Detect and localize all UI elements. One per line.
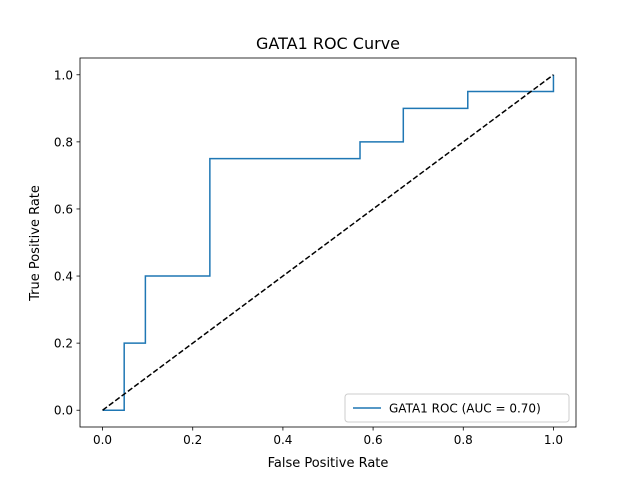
- x-axis: 0.0 0.2 0.4 0.6 0.8 1.0: [93, 427, 563, 447]
- x-tick-label: 1.0: [544, 433, 563, 447]
- y-tick-label: 0.8: [54, 135, 73, 149]
- legend-box: [344, 393, 570, 423]
- x-tick-label: 0.8: [454, 433, 473, 447]
- roc-curve-line: [102, 74, 555, 411]
- chart-title: GATA1 ROC Curve: [256, 34, 400, 53]
- x-axis-label: False Positive Rate: [268, 456, 389, 471]
- legend-label: GATA1 ROC (AUC = 0.70): [389, 402, 541, 416]
- x-tick-label: 0.2: [183, 433, 202, 447]
- chance-diagonal-line: [102, 74, 554, 411]
- y-axis: 0.0 0.2 0.4 0.6 0.8 1.0: [54, 68, 80, 418]
- plot-area: [79, 57, 577, 428]
- x-tick-label: 0.6: [364, 433, 383, 447]
- x-tick-label: 0.4: [273, 433, 292, 447]
- y-tick-label: 0.2: [54, 337, 73, 351]
- y-axis-label: True Positive Rate: [28, 185, 43, 302]
- y-tick-label: 0.0: [54, 404, 73, 418]
- axes-frame: [79, 57, 577, 428]
- y-tick-label: 0.6: [54, 202, 73, 216]
- legend: GATA1 ROC (AUC = 0.70): [344, 393, 570, 423]
- x-tick-label: 0.0: [93, 433, 112, 447]
- y-tick-label: 1.0: [54, 68, 73, 82]
- y-tick-label: 0.4: [54, 270, 73, 284]
